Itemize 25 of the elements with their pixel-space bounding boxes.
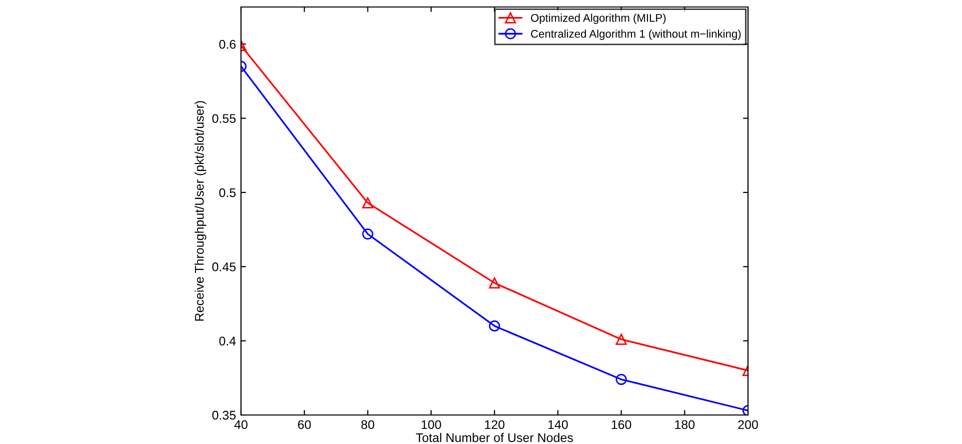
y-tick-label: 0.6 (219, 40, 236, 49)
y-tick-label: 0.4 (219, 336, 236, 346)
point (616, 334, 627, 345)
x-tick-label: 120 (485, 420, 504, 430)
point (362, 197, 374, 208)
point (488, 320, 500, 332)
point (488, 277, 500, 289)
point (616, 374, 627, 385)
x-tick-label: 100 (422, 420, 442, 430)
y-axis-title: Receive Throughput/User (pkt/slot/user) (194, 101, 206, 321)
legend-label: Centralized Algorithm 1 (without m−linking) (531, 30, 741, 40)
x-tick-label: 140 (548, 420, 568, 430)
x-tick-label: 80 (361, 420, 374, 430)
x-tick-label: 200 (738, 420, 758, 430)
legend-label: Optimized Algorithm (MILP) (530, 14, 666, 24)
y-tick-label: 0.5 (219, 188, 236, 198)
y-tick-label: 0.55 (212, 114, 236, 123)
x-tick-label: 40 (234, 420, 248, 430)
x-tick-label: 60 (298, 420, 311, 430)
y-tick-label: 0.45 (212, 262, 236, 272)
y-tick-label: 0.35 (212, 410, 236, 420)
point (362, 228, 374, 240)
x-tick-label: 180 (675, 420, 695, 430)
x-axis-title: Total Number of User Nodes (416, 432, 573, 442)
x-tick-label: 160 (612, 420, 632, 430)
